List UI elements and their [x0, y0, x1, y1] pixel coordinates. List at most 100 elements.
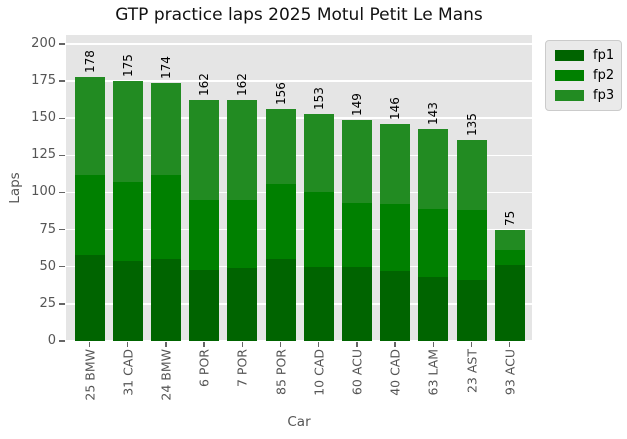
bar-segment-fp1: [380, 271, 411, 341]
bar-total-label: 143: [426, 101, 441, 125]
bar-total-label: 178: [82, 49, 97, 73]
bar-total-label: 149: [349, 92, 364, 116]
bar-segment-fp2: [380, 204, 411, 272]
x-tick-dash: [127, 342, 129, 347]
x-tick-label: 23 AST: [464, 349, 479, 394]
bar-segment-fp2: [112, 182, 143, 261]
legend-swatch-fp1: [555, 50, 584, 61]
bar-segment-fp1: [74, 254, 105, 341]
y-tick-label: 100: [31, 184, 56, 200]
bar-segment-fp2: [303, 192, 334, 267]
legend-label-fp3: fp3: [593, 88, 615, 103]
bar-total-label: 175: [120, 54, 135, 78]
x-tick-dash: [241, 342, 243, 347]
gridline: [66, 340, 532, 342]
bar-segment-fp2: [456, 210, 487, 281]
y-tick-label: 0: [47, 333, 56, 348]
x-tick-dash: [318, 342, 320, 347]
bar-segment-fp2: [74, 174, 105, 255]
x-tick-label: 85 POR: [273, 349, 288, 395]
bar-segment-fp3: [380, 124, 411, 205]
bar-segment-fp1: [112, 260, 143, 341]
bar-segment-fp3: [341, 119, 372, 203]
bar-segment-fp2: [418, 208, 449, 278]
bar-segment-fp1: [303, 266, 334, 341]
x-tick-dash: [394, 342, 396, 347]
bar-total-label: 156: [273, 82, 288, 106]
gridline: [66, 80, 532, 82]
x-tick-label: 40 CAD: [387, 349, 403, 396]
x-tick-label: 24 BMW: [158, 349, 174, 401]
x-tick-dash: [165, 342, 167, 347]
bar-total-label: 135: [464, 113, 479, 137]
y-tick-label: 200: [31, 35, 56, 51]
bar-segment-fp1: [265, 259, 296, 341]
x-tick-dash: [356, 342, 358, 347]
x-tick-dash: [279, 342, 282, 347]
bar-total-label: 153: [311, 86, 326, 110]
legend-swatch-fp3: [555, 90, 584, 101]
x-axis-label: Car: [287, 414, 311, 430]
bar-segment-fp3: [265, 109, 296, 184]
x-tick-label: 10 CAD: [311, 349, 327, 396]
bar-segment-fp1: [456, 280, 487, 341]
y-tick-label: 25: [39, 295, 56, 311]
y-tick-dash: [59, 80, 65, 82]
bar-segment-fp2: [189, 199, 220, 270]
bar-total-label: 75: [502, 210, 517, 226]
y-tick-dash: [59, 154, 65, 156]
x-tick-label: 63 LAM: [425, 349, 441, 396]
y-tick-dash: [59, 340, 65, 342]
legend-label-fp2: fp2: [593, 68, 615, 83]
bar-segment-fp2: [265, 183, 296, 260]
bar-segment-fp3: [418, 128, 449, 209]
legend-item-fp3: fp3: [555, 88, 615, 103]
gridline: [66, 43, 532, 45]
bar-segment-fp3: [112, 81, 143, 183]
y-tick-dash: [59, 266, 65, 268]
bar-segment-fp1: [494, 265, 525, 341]
x-tick-dash: [470, 342, 473, 347]
bar-segment-fp2: [341, 202, 372, 267]
bar-segment-fp3: [456, 140, 487, 211]
gridline: [66, 228, 532, 231]
bar-segment-fp1: [227, 268, 258, 341]
legend-swatch-fp2: [555, 70, 584, 81]
y-tick-dash: [59, 43, 65, 45]
x-tick-label: 93 ACU: [502, 349, 518, 396]
bar-segment-fp3: [189, 100, 220, 200]
bar-segment-fp1: [341, 266, 372, 341]
gridline: [66, 117, 532, 119]
bar-segment-fp3: [303, 113, 334, 193]
bar-segment-fp2: [494, 250, 525, 266]
legend-label-fp1: fp1: [593, 48, 615, 63]
y-tick-dash: [59, 191, 65, 194]
legend-item-fp1: fp1: [555, 48, 615, 63]
bar-segment-fp3: [74, 76, 105, 175]
x-tick-label: 31 CAD: [120, 349, 136, 396]
x-tick-dash: [88, 342, 91, 347]
bar-segment-fp3: [150, 82, 181, 175]
bar-segment-fp2: [227, 199, 258, 269]
x-tick-label: 7 POR: [234, 349, 250, 387]
x-tick-dash: [203, 342, 205, 347]
y-tick-dash: [59, 117, 65, 119]
bar-total-label: 162: [197, 73, 212, 97]
bar-segment-fp1: [189, 269, 220, 341]
y-tick-label: 75: [39, 221, 56, 237]
y-tick-label: 50: [39, 258, 56, 274]
y-tick-dash: [59, 303, 65, 305]
bar-total-label: 146: [388, 97, 403, 121]
bar-segment-fp2: [150, 174, 181, 260]
y-tick-label: 125: [31, 147, 56, 163]
bar-total-label: 162: [235, 73, 250, 97]
legend: fp1 fp2 fp3: [545, 40, 622, 111]
y-axis-label: Laps: [7, 172, 23, 204]
plot-area: 178 175 174 162 162 156 153 149 146 143 135 75: [66, 35, 532, 342]
chart-title: GTP practice laps 2025 Motul Petit Le Ma…: [115, 5, 483, 25]
x-tick-label: 6 POR: [196, 349, 212, 387]
y-tick-label: 150: [31, 110, 56, 126]
x-tick-label: 60 ACU: [349, 349, 365, 396]
bar-segment-fp1: [150, 259, 181, 341]
